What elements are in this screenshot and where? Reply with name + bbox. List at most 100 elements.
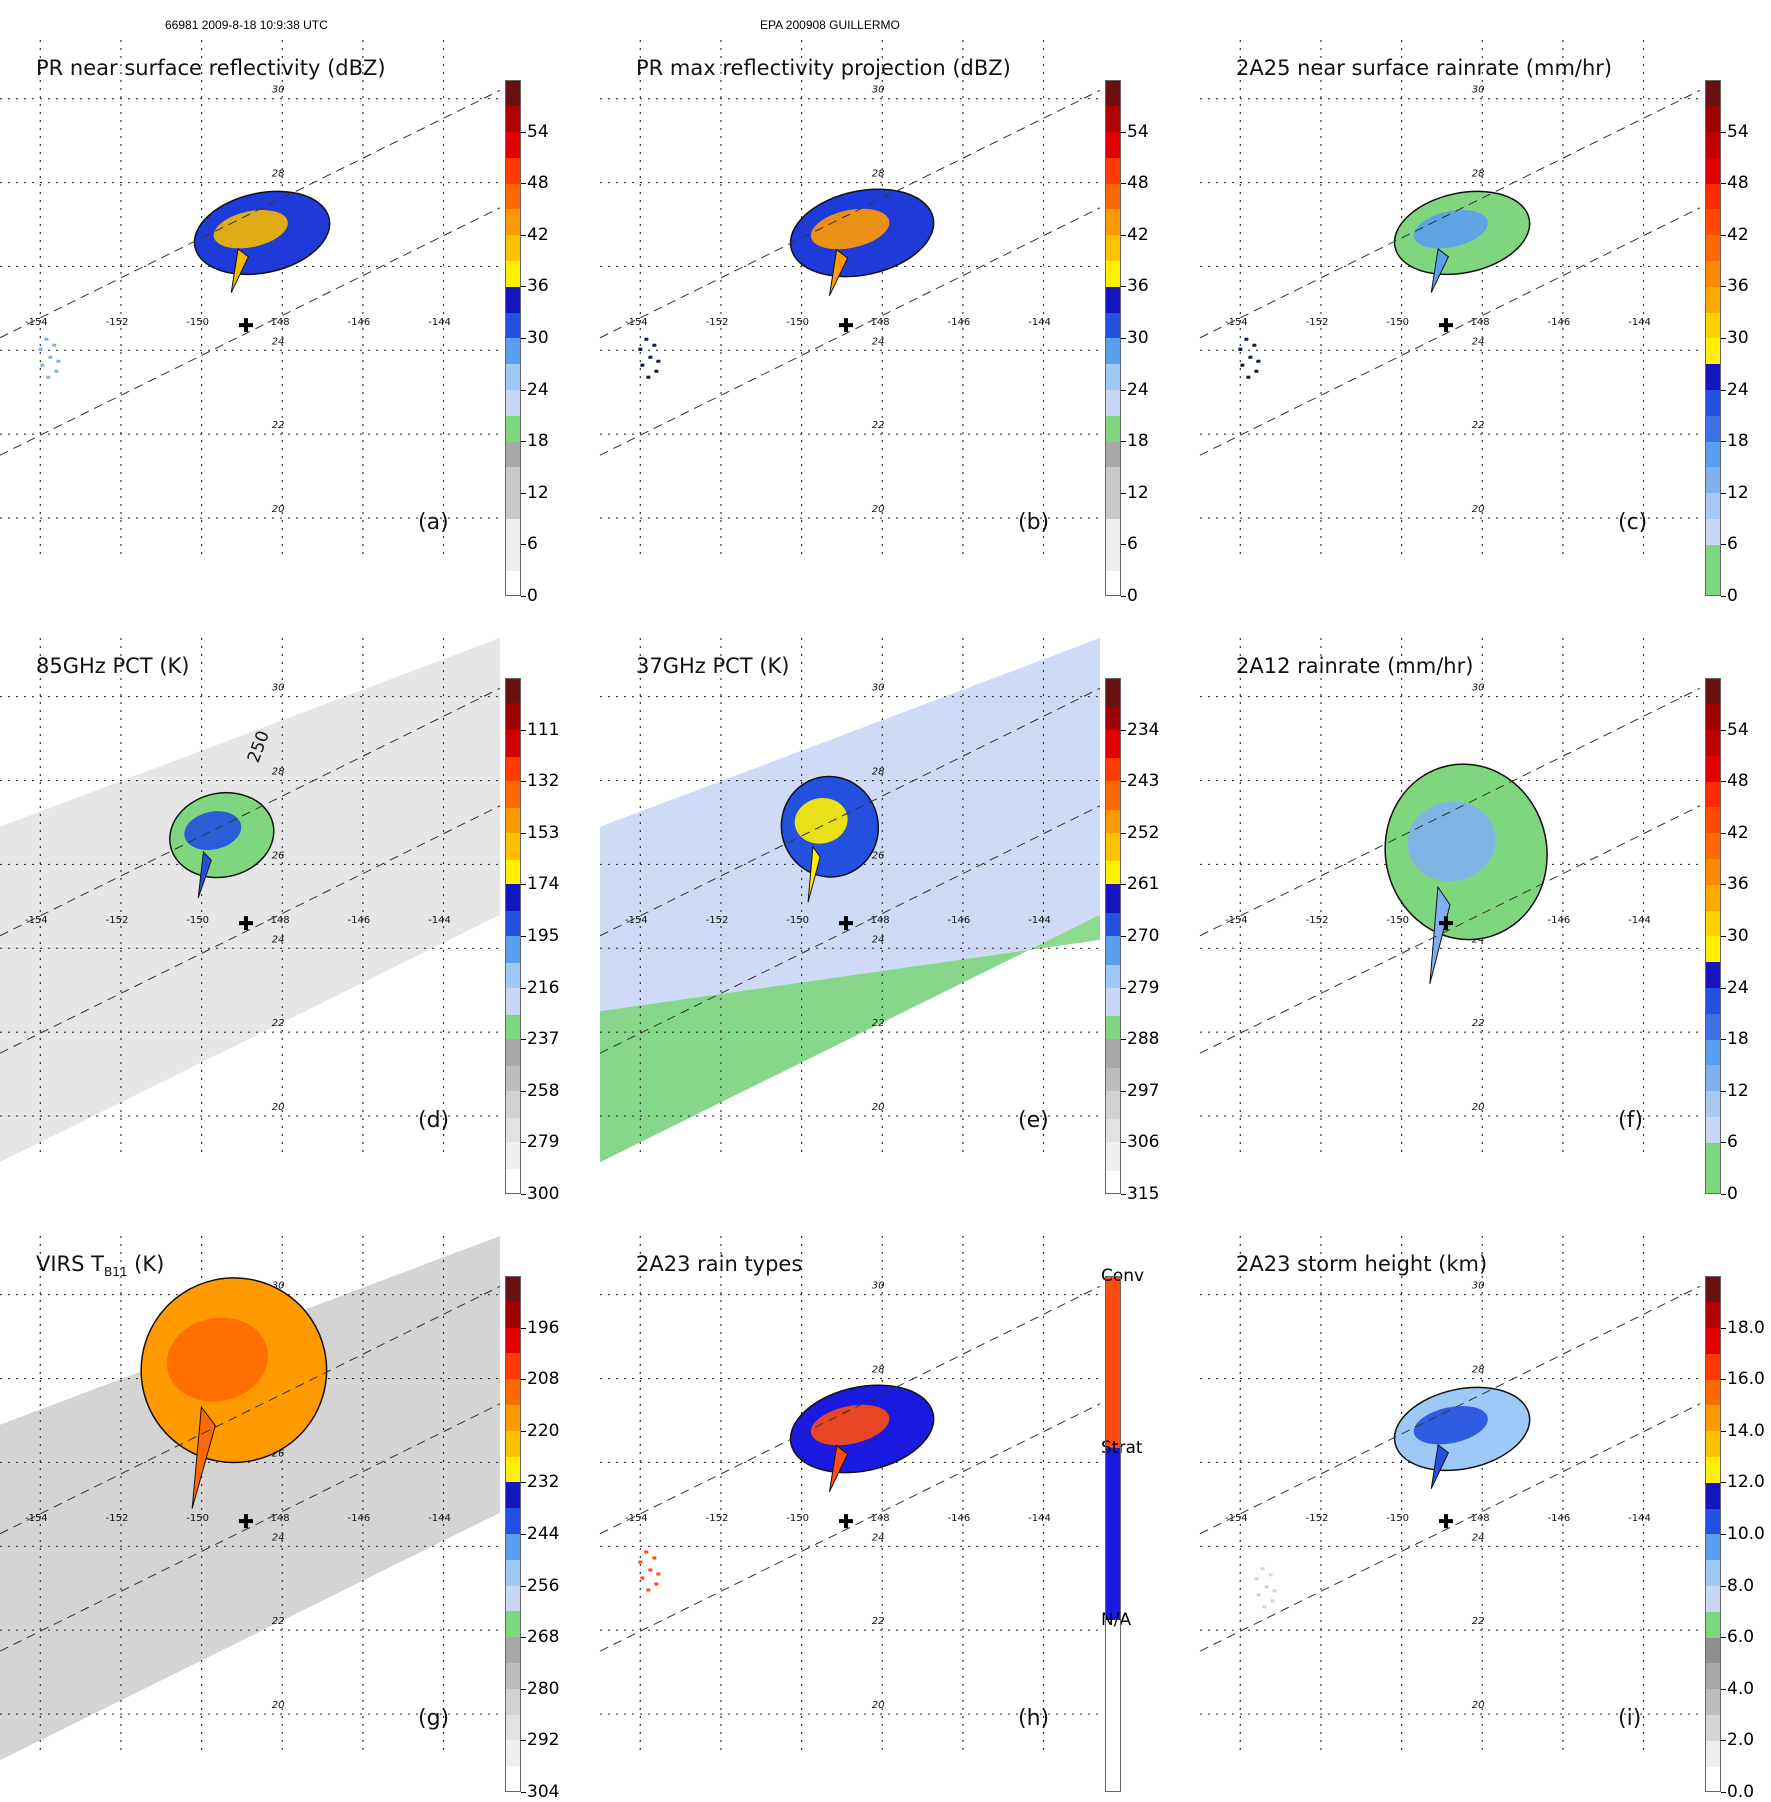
colorbar-tick	[521, 1430, 526, 1432]
colorbar-tick	[521, 1792, 526, 1793]
rain-speckle	[656, 359, 661, 363]
lon-label: -150	[1386, 915, 1409, 926]
colorbar-segment	[1105, 570, 1121, 597]
colorbar-tick-label: 54	[1727, 719, 1749, 740]
lat-label: 22	[1472, 420, 1485, 431]
storm-core	[184, 811, 242, 850]
panel-letter: (g)	[418, 1706, 450, 1731]
lat-label: 20	[872, 1102, 885, 1113]
colorbar-tick-label: 288	[1127, 1029, 1160, 1050]
lat-label: 30	[272, 1281, 285, 1292]
lon-label: -154	[625, 317, 648, 328]
colorbar-segment	[1105, 936, 1121, 966]
colorbar-segment	[505, 1169, 521, 1195]
panel-title: VIRS TB11 (K)	[36, 1252, 164, 1279]
colorbar-tick	[521, 1740, 526, 1742]
colorbar-segment	[505, 1430, 521, 1458]
lat-label: 24	[272, 336, 285, 347]
lon-label: -152	[106, 317, 129, 328]
lon-label: -154	[25, 1513, 48, 1524]
lat-label: 24	[872, 1532, 885, 1543]
colorbar-segment	[505, 415, 521, 442]
colorbar-segment	[505, 1482, 521, 1509]
colorbar: 315 306 297 288 279 270 261 252 243 234	[1105, 678, 1159, 1204]
storm-center-marker	[838, 318, 853, 333]
colorbar-segment	[505, 1766, 521, 1793]
storm-rainband	[230, 247, 250, 293]
colorbar-segment	[1705, 1379, 1721, 1406]
panel-h: -154-152-150-148-146-1442022242628302A23…	[599, 1236, 1185, 1796]
colorbar-tick	[521, 492, 526, 494]
swath-background	[0, 1236, 500, 1761]
colorbar-segment	[1105, 729, 1121, 759]
swath-edge	[1199, 207, 1701, 456]
lon-label: -144	[1628, 915, 1651, 926]
colorbar-segment	[505, 157, 521, 184]
colorbar-tick-label: 0.0	[1727, 1782, 1755, 1802]
rain-speckle	[1270, 1599, 1275, 1603]
colorbar-tick-label: 258	[527, 1080, 560, 1101]
colorbar-segment	[1105, 209, 1121, 236]
map-plot-e: -154 -152 -150 -148 -146 -144 20 22 24 26 28 30	[599, 638, 1101, 1163]
rain-speckle	[1256, 1593, 1261, 1597]
lon-label: -144	[428, 1513, 451, 1524]
colorbar-tick-label: 36	[1727, 276, 1749, 297]
lon-label: -144	[1028, 1513, 1051, 1524]
lon-label: -152	[1306, 915, 1329, 926]
rain-speckle	[638, 347, 643, 351]
lon-label: -150	[786, 317, 809, 328]
colorbar-segment	[1105, 706, 1121, 731]
swath-edge	[1199, 1285, 1701, 1535]
lat-label: 24	[872, 934, 885, 945]
colorbar-tick-label: 18	[1127, 431, 1149, 452]
colorbar-segment	[1705, 234, 1721, 262]
colorbar-segment	[1705, 492, 1721, 520]
storm-core	[1413, 1405, 1488, 1445]
colorbar-segment	[505, 808, 521, 834]
colorbar-tick-label: 18.0	[1727, 1317, 1765, 1338]
colorbar-segment	[1705, 415, 1721, 442]
colorbar-tick	[1121, 781, 1126, 783]
colorbar-segment	[1705, 781, 1721, 808]
colorbar-tick-label: 279	[1127, 977, 1160, 998]
colorbar-segment	[1705, 441, 1721, 468]
lat-label: 28	[1472, 169, 1485, 180]
panel-title: 85GHz PCT (K)	[36, 654, 190, 678]
colorbar-segment	[1705, 1559, 1721, 1587]
colorbar-tick-label: 48	[527, 173, 549, 194]
storm-rainband	[828, 1444, 849, 1493]
lon-label: -150	[186, 1513, 209, 1524]
colorbar-segment	[1105, 105, 1121, 133]
colorbar-segment	[1705, 1663, 1721, 1690]
lat-label: 22	[872, 1616, 885, 1627]
colorbar-segment	[1705, 1327, 1721, 1354]
colorbar-segment	[1705, 1116, 1721, 1143]
colorbar-tick	[1121, 596, 1126, 597]
colorbar-tick	[1121, 884, 1126, 886]
colorbar-segment	[505, 1014, 521, 1040]
rain-speckle	[1256, 359, 1261, 363]
colorbar-segment	[1105, 312, 1121, 339]
lon-label: -146	[948, 915, 971, 926]
colorbar-tick	[1721, 183, 1726, 185]
colorbar-segment	[1705, 157, 1721, 184]
lat-label: 26	[272, 850, 285, 861]
colorbar-tick	[1721, 1688, 1726, 1690]
rain-speckle	[656, 1572, 661, 1576]
lon-label: -148	[867, 915, 890, 926]
colorbar-segment	[1105, 80, 1121, 107]
panel-title: PR near surface reflectivity (dBZ)	[36, 56, 386, 80]
colorbar-tick	[521, 1637, 526, 1639]
colorbar-segment	[1105, 832, 1121, 862]
lon-label: -154	[625, 1513, 648, 1524]
swath-edge	[0, 1285, 501, 1535]
colorbar-segment	[1705, 1090, 1721, 1118]
lon-label: -146	[948, 1513, 971, 1524]
colorbar-segment	[505, 729, 521, 758]
colorbar-tick	[521, 338, 526, 339]
panel-g: -154-152-150-148-146-144202224262830VIRS…	[0, 1236, 585, 1802]
colorbar-segment	[505, 1559, 521, 1587]
rain-speckle	[646, 1588, 651, 1592]
